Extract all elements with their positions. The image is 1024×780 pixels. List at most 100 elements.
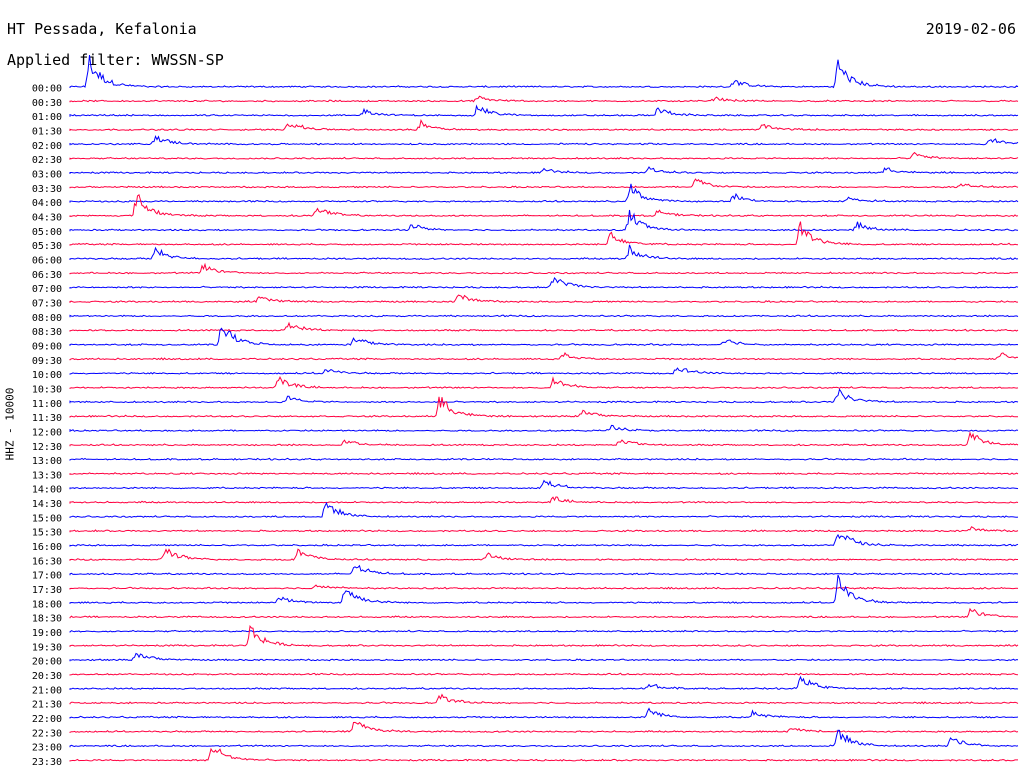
trace-row [69,629,1019,633]
row-time-label: 13:00 [32,456,62,467]
trace-row [69,747,1018,762]
trace-row [69,151,1019,160]
trace-row [69,564,1019,576]
trace-row [69,501,1019,519]
row-time-label: 15:30 [32,528,62,539]
trace-row [69,526,1019,533]
row-time-label: 18:30 [32,614,62,625]
row-time-label: 12:00 [32,427,62,438]
row-time-label: 04:00 [32,198,62,209]
trace-row [69,624,1019,647]
row-time-label: 16:00 [32,542,62,553]
row-time-label: 00:30 [32,98,62,109]
trace-row [69,134,1019,146]
trace-row [69,607,1019,619]
trace-row [69,367,1019,375]
row-time-label: 14:00 [32,485,62,496]
row-time-label: 22:00 [32,714,62,725]
row-time-label: 09:00 [32,341,62,352]
row-time-label: 22:30 [32,728,62,739]
row-time-label: 21:00 [32,685,62,696]
row-time-label: 06:30 [32,270,62,281]
trace-row [69,314,1019,318]
trace-row [69,672,1019,676]
row-time-label: 06:00 [32,255,62,266]
row-time-label: 08:30 [32,327,62,338]
trace-row [69,707,1019,719]
row-time-label: 10:00 [32,370,62,381]
row-time-label: 03:00 [32,169,62,180]
trace-row [69,183,1019,203]
trace-row [69,574,1019,604]
row-time-label: 01:30 [32,126,62,137]
trace-row [69,95,1019,103]
row-time-label: 04:30 [32,212,62,223]
trace-row [69,104,1019,117]
trace-row [69,327,1019,346]
row-time-label: 02:30 [32,155,62,166]
trace-row [69,277,1019,289]
trace-row [69,376,1019,390]
row-time-label: 10:30 [32,384,62,395]
station-title: HT Pessada, Kefalonia [7,20,197,38]
trace-row [69,471,1019,476]
trace-row [69,533,1019,547]
trace-row [69,424,1019,432]
row-time-label: 15:00 [32,513,62,524]
row-time-label: 16:30 [32,556,62,567]
trace-row [69,118,1019,132]
trace-row [69,221,1019,246]
trace-row [69,321,1019,332]
row-time-label: 08:00 [32,313,62,324]
row-time-label: 19:30 [32,642,62,653]
trace-row [69,496,1019,504]
row-time-label: 20:00 [32,657,62,668]
date-label: 2019-02-06 [925,20,1016,38]
trace-row [69,548,1018,561]
row-time-label: 21:30 [32,700,62,711]
row-time-label: 09:30 [32,356,62,367]
trace-row [69,178,1019,189]
trace-row [69,54,1019,89]
trace-row [69,294,1018,304]
row-time-label: 19:00 [32,628,62,639]
trace-row [69,209,1019,232]
row-time-label: 05:30 [32,241,62,252]
row-time-label: 02:00 [32,141,62,152]
row-time-label: 14:30 [32,499,62,510]
trace-row [69,262,1019,275]
trace-row [69,244,1019,261]
filter-label: Applied filter: WWSSN-SP [7,51,224,69]
row-time-label: 07:30 [32,298,62,309]
trace-row [69,729,1019,748]
trace-row [69,431,1019,447]
row-time-label: 17:30 [32,585,62,596]
row-time-label: 12:30 [32,442,62,453]
row-time-label: 11:30 [32,413,62,424]
trace-row [69,675,1019,690]
trace-row [69,721,1019,733]
trace-row [69,193,1019,218]
row-time-label: 13:30 [32,470,62,481]
trace-row [69,652,1019,662]
trace-row [69,584,1019,590]
row-time-label: 17:00 [32,571,62,582]
row-time-label: 23:30 [32,757,62,768]
trace-row [69,388,1019,404]
trace-row [69,352,1019,361]
trace-row [69,457,1019,461]
row-time-label: 05:00 [32,227,62,238]
row-time-label: 01:00 [32,112,62,123]
trace-row [69,166,1019,175]
row-time-label: 18:00 [32,599,62,610]
trace-row [69,693,1019,705]
trace-row [69,396,1018,418]
row-time-label: 20:30 [32,671,62,682]
row-time-label: 03:30 [32,184,62,195]
row-time-label: 23:00 [32,743,62,754]
row-time-label: 11:00 [32,399,62,410]
trace-row [69,479,1019,490]
row-time-label: 00:00 [32,84,62,95]
row-time-label: 07:00 [32,284,62,295]
